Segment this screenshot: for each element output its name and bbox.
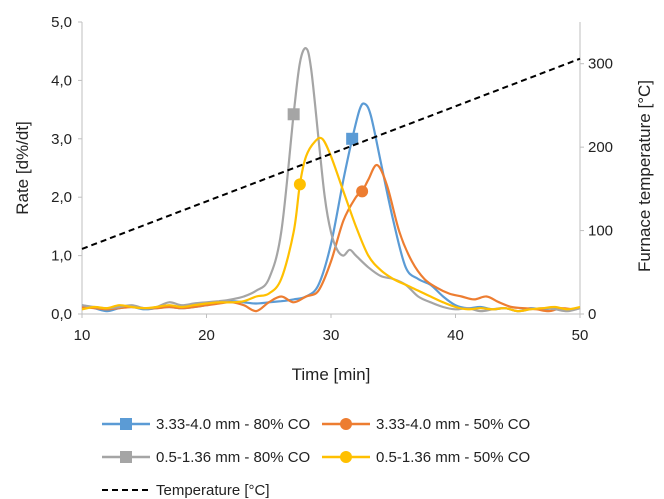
legend-item: Temperature [°C] xyxy=(102,482,270,499)
y2-axis-label: Furnace temperature [°C] xyxy=(635,80,654,272)
legend-item: 3.33-4.0 mm - 50% CO xyxy=(322,416,530,433)
y-tick-label: 0,0 xyxy=(51,306,72,323)
legend-marker xyxy=(340,451,352,463)
series-1 xyxy=(81,164,581,313)
y-tick-label: 3,0 xyxy=(51,131,72,148)
y2-tick-label: 100 xyxy=(588,223,613,240)
series-line xyxy=(81,47,581,313)
legend-marker xyxy=(120,418,132,430)
series-marker xyxy=(293,178,306,191)
axes-layer: 10 20 30 40 50 0,0 1,0 2,0 3,0 4,0 5,0 0 100 200 300 xyxy=(51,14,613,344)
x-tick-label: 10 xyxy=(74,327,91,344)
series-line xyxy=(81,164,581,313)
x-tick-label: 20 xyxy=(198,327,215,344)
legend-marker xyxy=(120,451,132,463)
y-tick-label: 4,0 xyxy=(51,72,72,89)
x-tick-label: 50 xyxy=(572,327,589,344)
y2-tick-label: 300 xyxy=(588,56,613,73)
legend-label: 0.5-1.36 mm - 80% CO xyxy=(156,449,310,466)
series-2 xyxy=(81,47,581,313)
plot-area xyxy=(81,22,581,315)
y-tick-label: 2,0 xyxy=(51,189,72,206)
legend-marker xyxy=(340,418,352,430)
x-tick-label: 30 xyxy=(323,327,340,344)
y-tick-label: 5,0 xyxy=(51,14,72,31)
legend-label: Temperature [°C] xyxy=(156,482,270,499)
y2-tick-label: 200 xyxy=(588,139,613,156)
x-axis-label: Time [min] xyxy=(292,365,371,384)
series-3 xyxy=(81,136,581,313)
series-marker xyxy=(346,132,359,145)
y2-tick-label: 0 xyxy=(588,306,596,323)
temperature-line xyxy=(81,57,581,250)
series-4 xyxy=(81,57,581,250)
series-line xyxy=(81,102,581,313)
y-axis-label: Rate [d%/dt] xyxy=(13,121,32,215)
y-tick-label: 1,0 xyxy=(51,248,72,265)
series-layer xyxy=(81,47,581,313)
legend-label: 3.33-4.0 mm - 50% CO xyxy=(376,416,530,433)
series-marker xyxy=(356,185,369,198)
legend-label: 0.5-1.36 mm - 50% CO xyxy=(376,449,530,466)
x-tick-label: 40 xyxy=(447,327,464,344)
legend-item: 0.5-1.36 mm - 80% CO xyxy=(102,449,310,466)
legend-item: 3.33-4.0 mm - 80% CO xyxy=(102,416,310,433)
legend: 3.33-4.0 mm - 80% CO 3.33-4.0 mm - 50% CO… xyxy=(102,416,530,499)
series-0 xyxy=(81,102,581,313)
series-marker xyxy=(287,108,300,121)
legend-item: 0.5-1.36 mm - 50% CO xyxy=(322,449,530,466)
legend-label: 3.33-4.0 mm - 80% CO xyxy=(156,416,310,433)
series-line xyxy=(81,136,581,313)
